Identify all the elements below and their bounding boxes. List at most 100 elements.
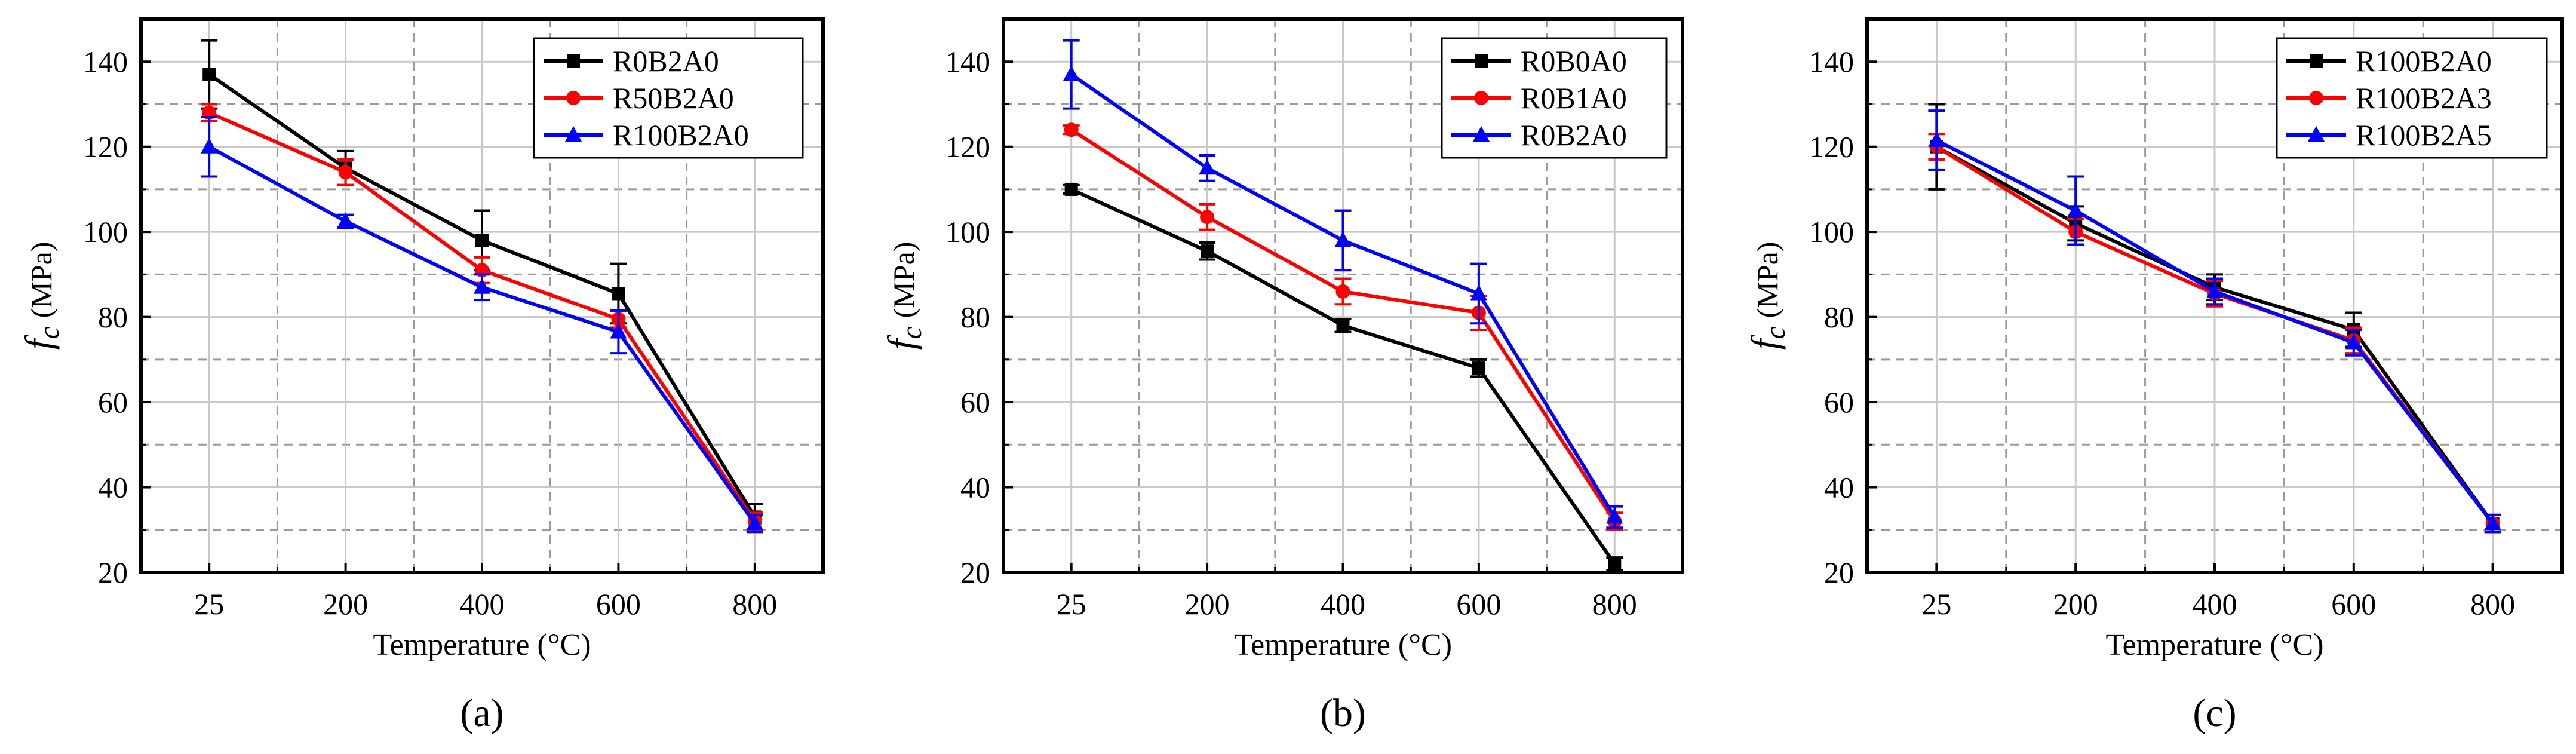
legend-marker (2310, 54, 2323, 68)
y-tick-label: 20 (1824, 556, 1854, 589)
x-tick-label: 600 (1456, 587, 1501, 621)
y-tick-label: 140 (83, 45, 128, 78)
panel-caption: (b) (1320, 691, 1366, 735)
legend-label: R100B2A0 (613, 118, 749, 152)
x-tick-label: 200 (2053, 587, 2098, 621)
x-axis-label: Temperature (°C) (2105, 628, 2323, 662)
x-tick-label: 600 (2331, 587, 2376, 621)
legend-label: R100B2A0 (2356, 44, 2492, 78)
legend-marker (567, 54, 580, 68)
y-axis-unit: (MPa) (887, 242, 920, 318)
chart-panel-c: 20 40 60 80 100 120 140 25 200 400 600 800 Temperatu… (1743, 17, 2564, 735)
x-tick-label: 200 (323, 587, 368, 621)
x-tick-label: 800 (1592, 587, 1637, 621)
data-point (1335, 284, 1350, 299)
legend-label: R0B0A0 (1521, 44, 1627, 78)
y-tick-label: 120 (83, 130, 128, 164)
legend-label: R100B2A3 (2356, 81, 2492, 115)
data-point (2067, 201, 2084, 217)
x-tick-label: 25 (194, 587, 224, 621)
legend-marker (566, 91, 581, 105)
x-tick-label: 25 (1057, 587, 1086, 621)
data-point (2206, 282, 2223, 298)
data-point (1334, 231, 1352, 247)
y-tick-label: 60 (960, 385, 990, 419)
data-point (1606, 508, 1623, 524)
y-axis-subscript: c (1760, 326, 1791, 339)
y-tick-label: 100 (83, 215, 128, 249)
data-point (2345, 333, 2362, 350)
legend-marker (565, 126, 582, 142)
data-point (1064, 182, 1078, 196)
data-point (1201, 244, 1214, 258)
y-tick-label: 80 (1824, 301, 1854, 334)
data-point (202, 68, 216, 81)
legend-marker (1474, 91, 1488, 105)
x-tick-label: 400 (460, 587, 505, 621)
plot-frame (139, 17, 825, 574)
x-tick-label: 400 (1321, 587, 1365, 621)
series-R100B2A5 (1928, 109, 2501, 534)
y-axis-subscript: c (896, 326, 928, 339)
y-axis-unit: (MPa) (24, 242, 58, 318)
series-R100B2A0 (201, 115, 763, 534)
y-tick-label: 140 (945, 45, 990, 78)
y-tick-label: 40 (1824, 471, 1854, 504)
x-tick-label: 400 (2193, 587, 2237, 621)
legend-marker (1473, 126, 1490, 142)
chart-panel-b: 20 40 60 80 100 120 140 25 200 400 600 800 Temperatu… (880, 17, 1684, 735)
data-point (2484, 514, 2501, 531)
y-tick-label: 120 (1809, 130, 1854, 164)
data-point (1928, 131, 1945, 148)
data-point (1336, 318, 1350, 332)
data-point (1472, 361, 1485, 375)
y-tick-label: 20 (960, 556, 990, 589)
y-axis-label: fc(MPa) (880, 242, 928, 350)
y-axis-label: fc(MPa) (1743, 242, 1791, 350)
panel-caption: (c) (2193, 691, 2236, 735)
data-point (474, 278, 490, 294)
series-R0B1A0 (1063, 122, 1623, 531)
legend-label: R100B2A5 (2356, 118, 2492, 152)
data-point (1608, 557, 1622, 571)
legend-marker (2309, 91, 2323, 105)
data-point (612, 287, 625, 301)
legend-label: R50B2A0 (613, 81, 734, 115)
plot-frame (1002, 17, 1684, 574)
data-point (1064, 122, 1079, 137)
series-R0B2A0 (1063, 39, 1623, 529)
y-axis-label-text: fc(MPa) (1743, 242, 1791, 350)
y-axis-label-text: fc(MPa) (880, 242, 928, 350)
y-tick-label: 40 (98, 471, 128, 504)
legend-label: R0B2A0 (1521, 118, 1627, 152)
legend-label: R0B2A0 (613, 44, 719, 78)
y-tick-label: 60 (1824, 385, 1854, 419)
y-axis-subscript: c (33, 326, 65, 339)
data-point (746, 514, 763, 531)
data-point (337, 212, 354, 228)
y-tick-label: 20 (98, 556, 128, 589)
data-point (1199, 159, 1216, 175)
x-axis-label: Temperature (°C) (373, 628, 591, 662)
y-tick-label: 140 (1809, 45, 1854, 78)
series-R0B0A0 (1063, 182, 1623, 572)
y-axis-unit: (MPa) (1751, 242, 1784, 318)
y-tick-label: 120 (945, 130, 990, 164)
y-axis-label-text: fc(MPa) (17, 242, 65, 350)
y-tick-label: 100 (945, 215, 990, 249)
x-tick-label: 600 (596, 587, 641, 621)
data-point (1063, 65, 1080, 81)
y-tick-label: 100 (1809, 215, 1854, 249)
legend-marker (1475, 54, 1488, 68)
y-tick-label: 80 (960, 301, 990, 334)
panel-caption: (a) (460, 691, 503, 735)
y-tick-label: 60 (98, 385, 128, 419)
x-tick-label: 25 (1921, 587, 1951, 621)
data-point (1470, 284, 1487, 301)
y-tick-label: 40 (960, 471, 990, 504)
y-axis-label: fc(MPa) (17, 242, 65, 350)
